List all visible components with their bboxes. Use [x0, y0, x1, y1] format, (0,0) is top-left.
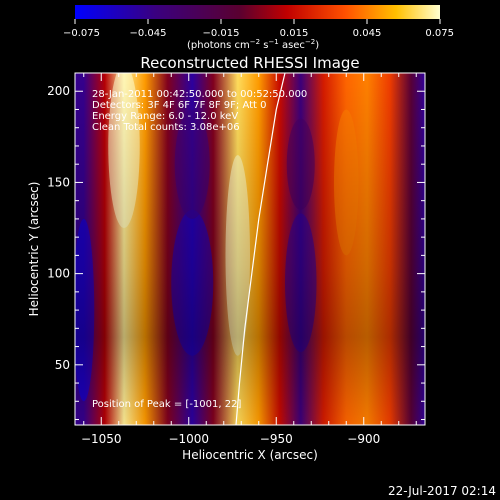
annotation-time-range: 28-Jan-2011 00:42:50.000 to 00:52:50.000 — [92, 89, 307, 100]
annotation-energy-range: Energy Range: 6.0 - 12.0 keV — [92, 111, 238, 122]
footer-timestamp: 22-Jul-2017 02:14 — [388, 484, 496, 498]
x-tick-label: −1050 — [81, 432, 122, 446]
heatmap-image — [75, 73, 425, 425]
peak-position-label: Position of Peak = [-1001, 22] — [92, 399, 241, 410]
y-axis-label: Heliocentric Y (arcsec) — [27, 182, 41, 317]
colorbar-tick-label: −0.015 — [202, 28, 239, 39]
annotation-detectors: Detectors: 3F 4F 6F 7F 8F 9F; Att 0 — [92, 100, 267, 111]
colorbar-tick-label: −0.075 — [63, 28, 100, 39]
y-tick-label: 200 — [47, 84, 70, 98]
y-axis-ticks: 50 100 150 200 — [47, 72, 425, 421]
x-tick-label: −950 — [260, 432, 293, 446]
chart-title: Reconstructed RHESSI Image — [140, 54, 359, 72]
y-tick-label: 50 — [55, 358, 70, 372]
y-tick-label: 100 — [47, 267, 70, 281]
colorbar-ticks: −0.075 −0.045 −0.015 0.015 0.045 0.075 — [63, 19, 454, 39]
x-tick-label: −900 — [347, 432, 380, 446]
colorbar-unit-label: (photons cm−2 s−1 asec−2) — [187, 38, 319, 51]
colorbar-tick-label: 0.075 — [425, 28, 454, 39]
colorbar-tick-label: −0.045 — [129, 28, 166, 39]
x-axis-label: Heliocentric X (arcsec) — [182, 448, 318, 462]
y-tick-label: 150 — [47, 175, 70, 189]
colorbar-tick-label: 0.045 — [353, 28, 382, 39]
heatmap-vertical-shade — [75, 73, 425, 425]
annotation-clean-counts: Clean Total counts: 3.08e+06 — [92, 122, 240, 133]
x-axis-ticks: −1050 −1000 −950 −900 — [81, 73, 417, 446]
colorbar — [75, 5, 440, 19]
colorbar-tick-label: 0.015 — [280, 28, 309, 39]
solar-limb-curve — [235, 73, 286, 425]
plot-frame — [74, 72, 426, 426]
x-tick-label: −1000 — [168, 432, 209, 446]
